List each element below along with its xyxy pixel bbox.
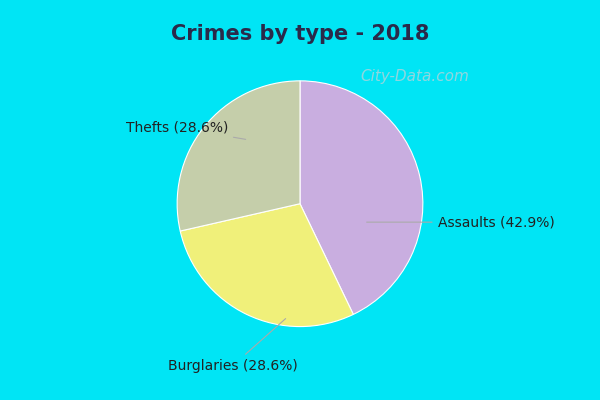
Text: City-Data.com: City-Data.com xyxy=(361,68,470,84)
Wedge shape xyxy=(177,81,300,231)
Wedge shape xyxy=(300,81,423,314)
Text: Crimes by type - 2018: Crimes by type - 2018 xyxy=(171,24,429,44)
Text: Burglaries (28.6%): Burglaries (28.6%) xyxy=(167,318,298,373)
Wedge shape xyxy=(180,204,353,326)
Text: Assaults (42.9%): Assaults (42.9%) xyxy=(367,215,554,229)
Text: Thefts (28.6%): Thefts (28.6%) xyxy=(125,120,245,139)
